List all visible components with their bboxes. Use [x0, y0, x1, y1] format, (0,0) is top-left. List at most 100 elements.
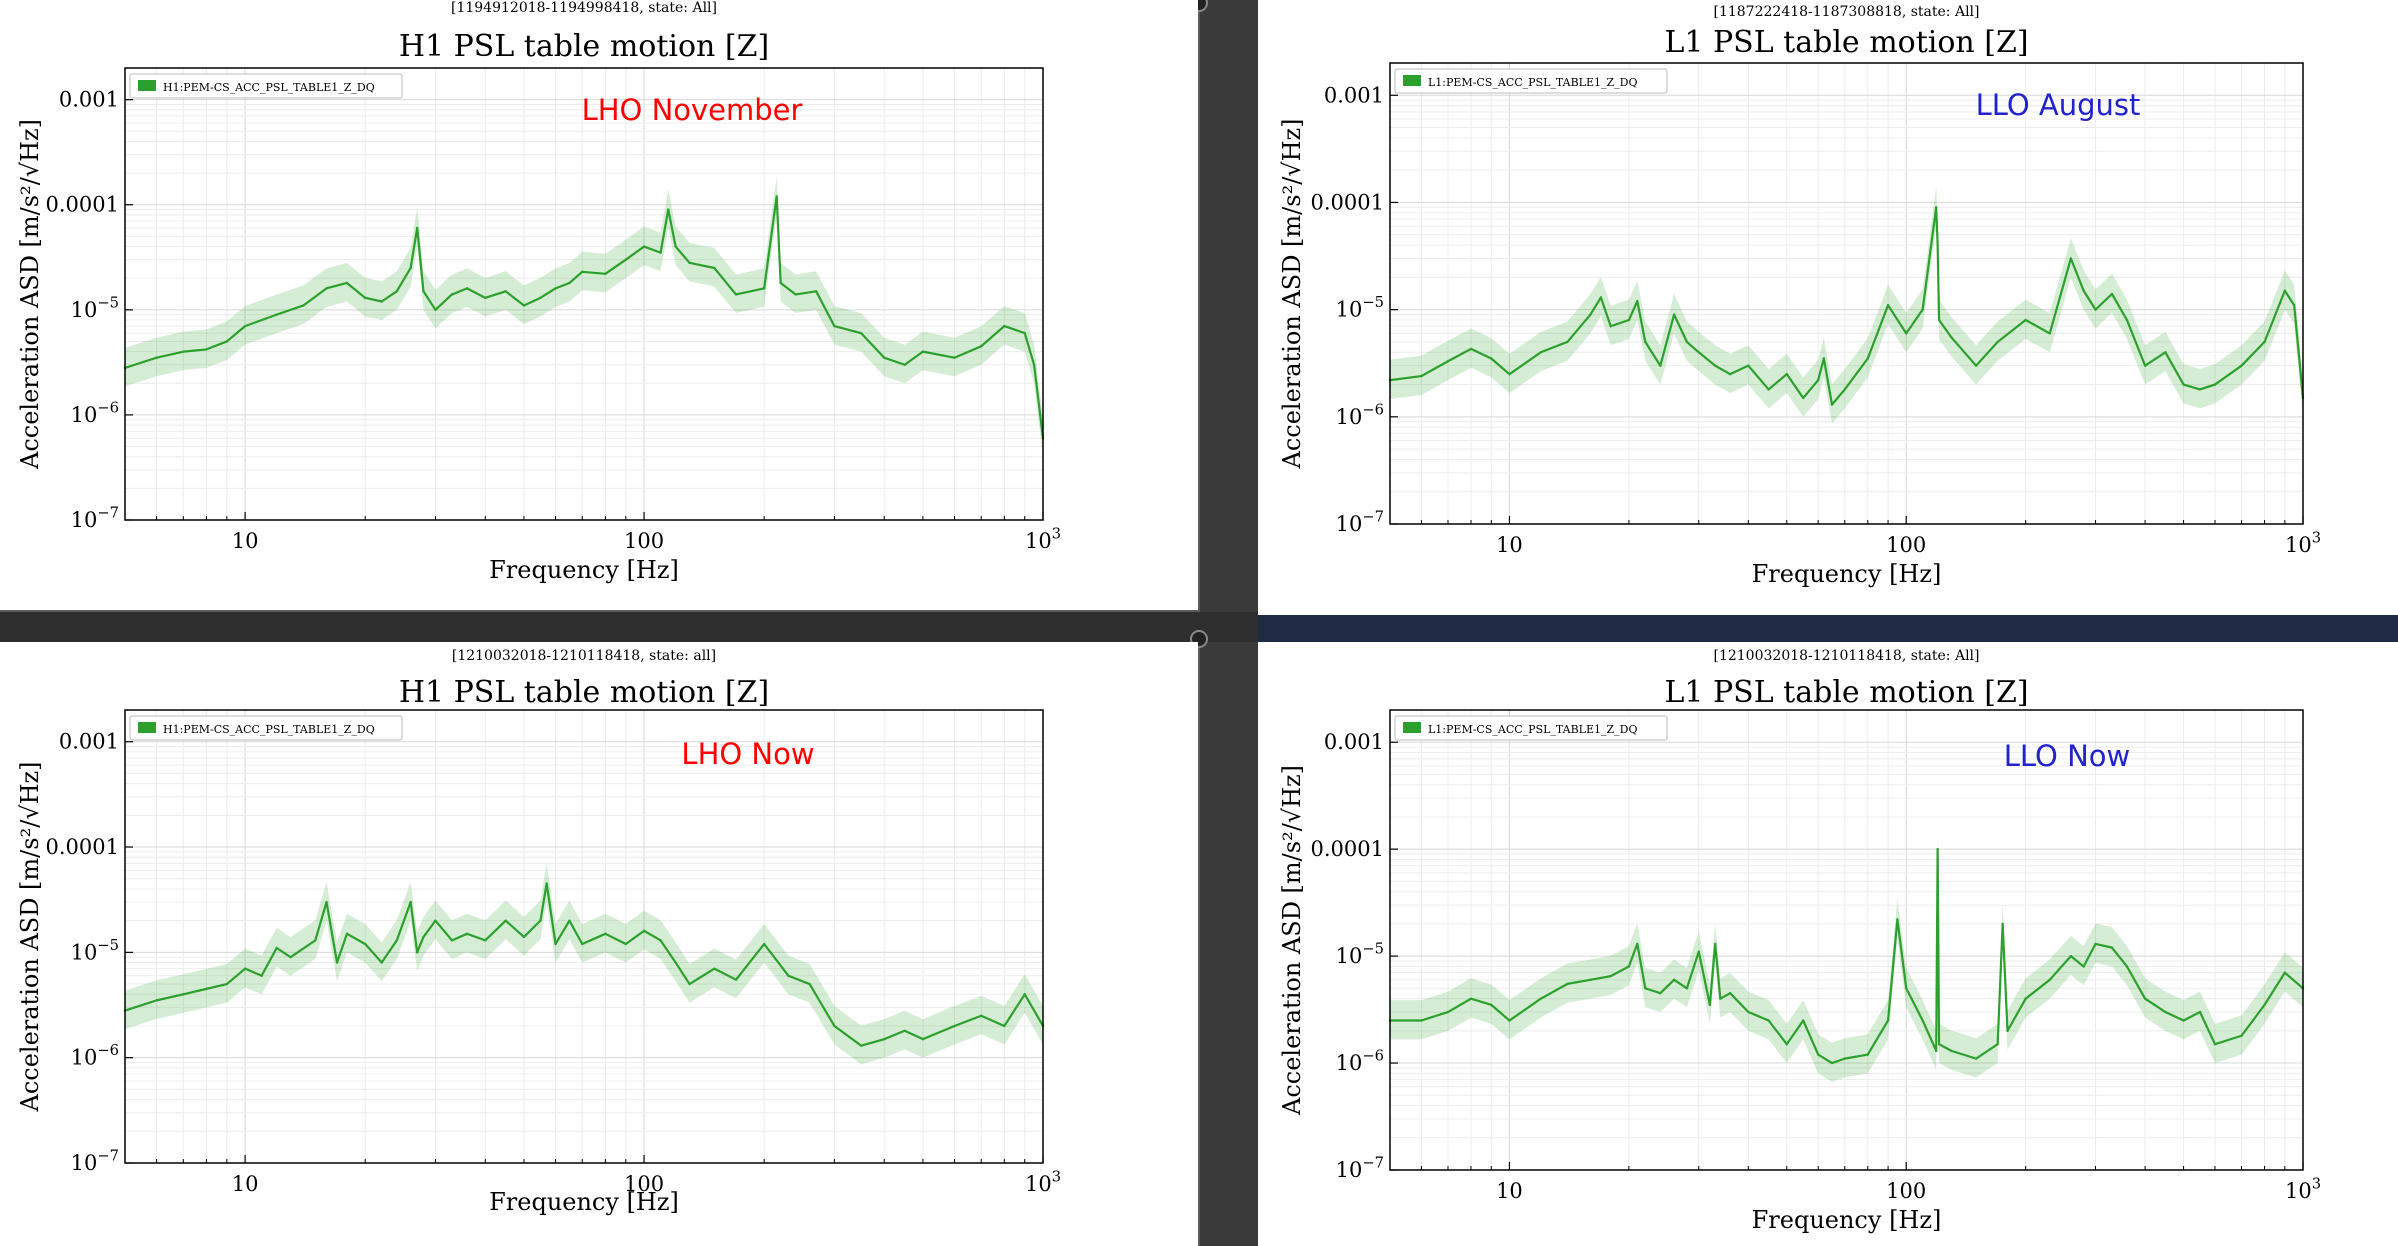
- chart-title: L1 PSL table motion [Z]: [1664, 25, 2028, 60]
- legend-label: H1:PEM-CS_ACC_PSL_TABLE1_Z_DQ: [163, 723, 375, 736]
- legend: L1:PEM-CS_ACC_PSL_TABLE1_Z_DQ: [1394, 68, 1668, 94]
- legend-label: H1:PEM-CS_ACC_PSL_TABLE1_Z_DQ: [163, 81, 375, 94]
- asd-data-point: [2125, 965, 2129, 968]
- asd-data-point: [2094, 308, 2097, 311]
- asd-data-point: [734, 293, 738, 296]
- asd-data-point: [581, 942, 584, 946]
- asd-data-point: [1003, 1024, 1006, 1028]
- asd-data-point: [1974, 364, 1978, 367]
- asd-data-point: [1996, 340, 1999, 344]
- asd-data-point: [1728, 991, 1732, 995]
- asd-uncertainty-band: [125, 863, 1043, 1065]
- asd-data-point: [2048, 332, 2051, 335]
- time-window-label: [1187222418-1187308818, state: All]: [1714, 4, 1980, 20]
- asd-data-point: [921, 350, 925, 353]
- asd-data-point: [2240, 364, 2243, 367]
- asd-data-point: [450, 939, 454, 942]
- asd-data-point: [642, 929, 646, 933]
- asd-data-point: [1490, 357, 1493, 360]
- asd-data-point: [243, 324, 247, 328]
- asd-data-point: [1627, 965, 1631, 968]
- asd-data-point: [1830, 403, 1834, 406]
- asd-data-point: [581, 270, 584, 274]
- time-window-label: [1194912018-1194998418, state: All]: [451, 0, 717, 16]
- asd-data-point: [794, 293, 797, 296]
- asd-data-point: [1636, 942, 1639, 946]
- asd-data-point: [422, 935, 425, 939]
- plot-frame: [124, 67, 1044, 521]
- asd-data-point: [642, 245, 646, 248]
- asd-data-point: [688, 982, 691, 986]
- asd-data-point: [2213, 383, 2217, 386]
- asd-data-point: [504, 290, 507, 293]
- asd-data-point: [1767, 388, 1770, 391]
- x-tick-label: 100: [1886, 1179, 1926, 1203]
- y-axis-label: Acceleration ASD [m/s²/√Hz]: [16, 761, 44, 1112]
- asd-data-point: [539, 296, 542, 300]
- asd-data-point: [182, 993, 185, 996]
- time-window-label: [1210032018-1210118418, state: All]: [1714, 648, 1980, 664]
- asd-data-point: [289, 955, 292, 959]
- asd-data-point: [1672, 313, 1676, 316]
- x-tick-label: 103: [1025, 526, 1061, 553]
- asd-data-point: [624, 258, 627, 261]
- asd-data-point: [980, 1014, 983, 1017]
- asd-data-point: [1490, 1003, 1493, 1007]
- x-axis-label: Frequency [Hz]: [489, 556, 679, 584]
- asd-data-point: [1950, 336, 1953, 339]
- plot-frame: [1389, 709, 2304, 1171]
- asd-data-point: [2069, 257, 2073, 260]
- asd-data-point: [814, 290, 818, 293]
- asd-data-point: [2001, 922, 2004, 926]
- legend-box: [1394, 68, 1668, 94]
- asd-data-point: [1508, 1019, 1511, 1022]
- asd-data-point: [667, 208, 670, 211]
- chart-l1-now: [1210032018-1210118418, state: All] L1 PS…: [1278, 648, 2321, 1234]
- asd-data-point: [1636, 299, 1639, 303]
- asd-data-point: [302, 304, 305, 307]
- asd-data-point: [1697, 351, 1700, 354]
- asd-data-point: [484, 296, 487, 300]
- asd-data-point: [568, 919, 571, 922]
- asd-data-point: [1508, 372, 1511, 376]
- asd-data-point: [275, 313, 278, 316]
- asd-data-point: [953, 1024, 956, 1028]
- asd-data-point: [762, 287, 766, 290]
- y-tick-label: 0.001: [1324, 83, 1384, 107]
- asd-data-point: [659, 251, 662, 254]
- asd-data-point: [1905, 987, 1908, 990]
- asd-data-point: [395, 290, 398, 293]
- x-tick-label: 103: [2285, 530, 2321, 557]
- x-tick-label: 100: [1886, 533, 1926, 557]
- y-tick-label: 10−7: [1336, 1155, 1384, 1182]
- asd-data-point: [450, 293, 454, 296]
- asd-data-point: [465, 932, 469, 936]
- x-axis-label: Frequency [Hz]: [1752, 560, 1942, 588]
- grid: [1389, 62, 2304, 525]
- asd-data-point: [205, 987, 208, 991]
- asd-data-point: [2283, 289, 2287, 292]
- asd-data-point: [1747, 364, 1750, 367]
- legend: L1:PEM-CS_ACC_PSL_TABLE1_Z_DQ: [1394, 715, 1668, 741]
- asd-data-point: [1713, 942, 1717, 946]
- asd-data-point: [762, 942, 766, 946]
- asd-data-point: [688, 261, 691, 265]
- asd-data-point: [260, 974, 263, 977]
- asd-data-point: [1886, 1019, 1890, 1022]
- y-tick-label: 10−5: [71, 937, 119, 964]
- asd-uncertainty-band: [125, 176, 1043, 457]
- asd-data-point: [2125, 318, 2129, 322]
- asd-data-point: [1685, 987, 1689, 990]
- asd-data-point: [1996, 1043, 1999, 1046]
- asd-data-point: [1469, 347, 1473, 351]
- y-tick-label: 0.0001: [1311, 837, 1384, 861]
- y-tick-label: 0.001: [59, 730, 119, 754]
- asd-data-point: [2292, 303, 2296, 307]
- asd-data-point: [713, 967, 716, 970]
- asd-data-point: [155, 356, 158, 359]
- asd-uncertainty-band: [1390, 828, 2303, 1082]
- chart-title: L1 PSL table motion [Z]: [1664, 675, 2028, 710]
- asd-data-point: [2164, 351, 2167, 354]
- asd-data-point: [522, 935, 526, 939]
- legend-swatch: [138, 722, 156, 733]
